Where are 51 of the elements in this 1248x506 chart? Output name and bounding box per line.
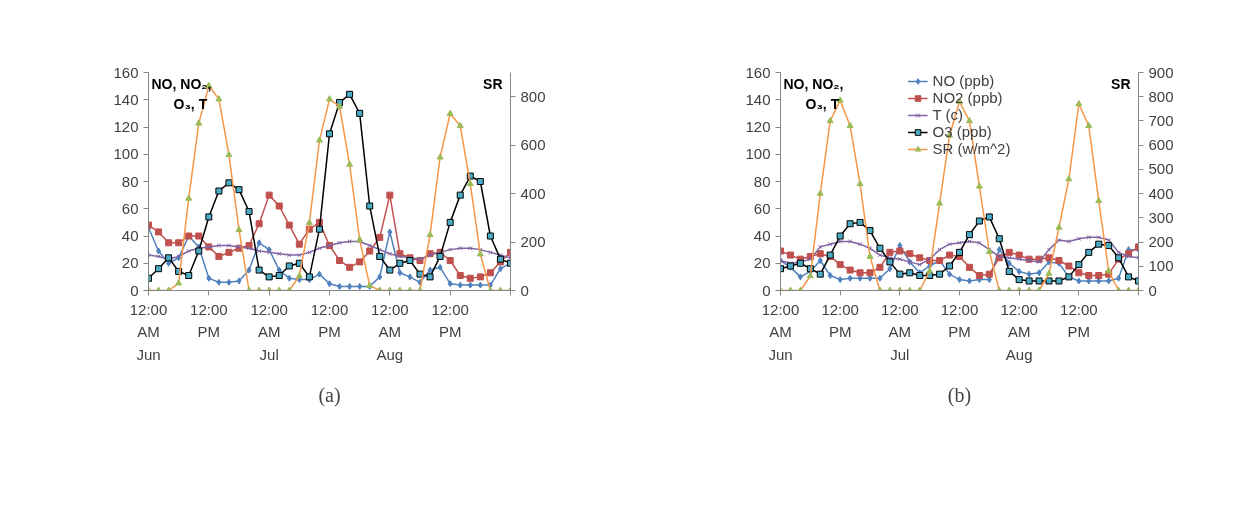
x-tick-label: 12:00 AM Jul [250,300,288,364]
y-tick-label: 120 [745,118,771,135]
x-tick-label: 12:00 PM [310,300,349,341]
text: (a) [318,383,341,407]
legend-label: NO (ppb) [932,72,995,89]
x-tick-label: 12:00 AM Aug [1000,300,1038,364]
y-tick-label: 100 [745,145,771,163]
y-tick-label: 160 [113,63,139,81]
y2-tick-label: 300 [1148,208,1174,226]
y-tick-label: 0 [130,281,139,299]
x-tick-label: 12:00 PM [190,300,228,341]
y-tick-label: 140 [113,90,139,108]
y2-tick-label: 200 [520,233,546,251]
y2-tick-label: 800 [1148,87,1174,105]
y-tick-label: 20 [753,254,771,272]
y2-tick-label: 900 [1148,63,1174,81]
legend-label: NO2 (ppb) [932,89,1003,106]
x-tick-label: 12:00 PM [821,300,859,341]
y-tick-label: 160 [745,63,771,81]
y2-tick-label: 600 [520,136,546,154]
y2-tick-label: 0 [1148,281,1157,299]
y2-tick-label: 800 [520,87,546,105]
y-tick-label: 100 [113,145,139,163]
x-tick-label: 12:00 PM [431,300,469,341]
x-tick-label: 12:00 AM Jul [881,300,919,364]
y-tick-label: 60 [753,199,771,217]
y-tick-label: 60 [121,199,139,217]
x-tick-label: 12:00 PM [940,300,979,341]
x-tick-label: 12:00 PM [1060,300,1098,341]
y-tick-label: 120 [113,118,139,135]
y2-tick-label: 400 [1148,184,1174,202]
y2-axis-title: SR [1111,75,1131,92]
y2-tick-label: 200 [1148,233,1174,251]
y-tick-label: 40 [753,227,771,244]
y2-tick-label: 400 [520,184,546,202]
y2-tick-label: 700 [1148,111,1174,129]
y2-tick-label: 600 [1148,136,1174,154]
y2-tick-label: 500 [1148,160,1174,178]
y2-tick-label: 0 [520,281,529,299]
y-tick-label: 140 [745,90,771,108]
text: (b) [947,383,972,407]
y-tick-label: 80 [753,172,771,190]
y-tick-label: 80 [121,172,139,190]
y-tick-label: 0 [762,281,771,299]
x-tick-label: 12:00 AM Jun [761,300,800,364]
x-tick-label: 12:00 AM Aug [371,300,409,364]
y-tick-label: 20 [121,254,139,272]
y2-tick-label: 100 [1148,257,1174,275]
y2-axis-title: SR [483,75,503,92]
x-tick-label: 12:00 AM Jun [129,300,168,364]
y-tick-label: 40 [121,227,139,244]
